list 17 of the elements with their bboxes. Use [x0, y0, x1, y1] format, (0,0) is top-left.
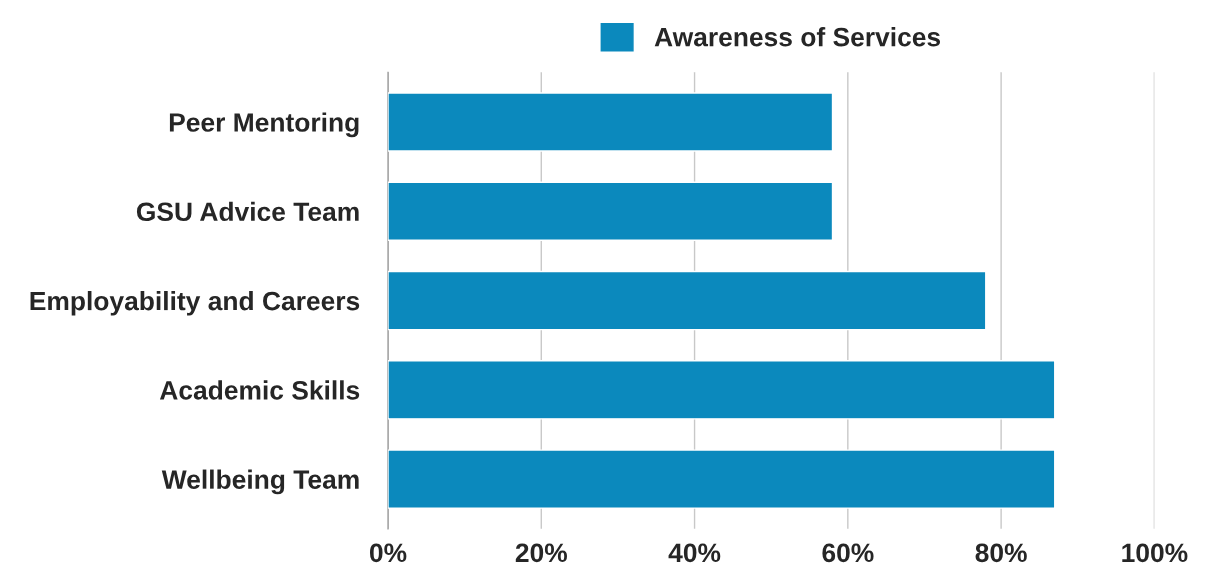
x-tick-label: 60%	[822, 543, 874, 563]
x-tick-label: 40%	[668, 543, 721, 563]
y-tick-label: Academic Skills	[159, 380, 360, 400]
bar	[388, 181, 834, 241]
x-tick-label: 0%	[369, 543, 407, 563]
bar	[388, 92, 834, 152]
legend-label: Awareness of Services	[654, 27, 941, 47]
y-tick-label: Wellbeing Team	[161, 469, 359, 495]
bar	[388, 360, 1056, 420]
y-tick-label: Employability and Careers	[30, 291, 360, 316]
bar	[388, 270, 987, 331]
x-tick-label: 100%	[1122, 543, 1188, 563]
y-tick-label: GSU Advice Team	[136, 201, 359, 222]
y-tick-label: Peer Mentoring	[169, 112, 359, 138]
x-tick-label: 80%	[975, 543, 1027, 563]
x-tick-label: 20%	[515, 543, 567, 563]
bar	[388, 449, 1056, 509]
